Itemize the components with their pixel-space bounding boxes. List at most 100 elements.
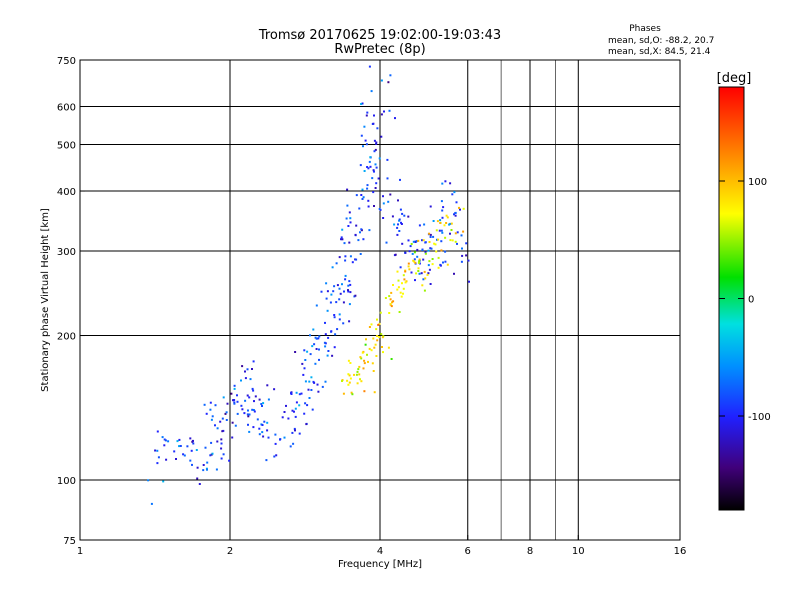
data-point	[294, 351, 297, 353]
data-point	[414, 279, 416, 282]
data-point	[303, 367, 306, 370]
data-point	[293, 427, 296, 430]
data-point	[394, 117, 396, 120]
data-point	[437, 238, 440, 241]
data-point	[252, 360, 255, 363]
data-point	[424, 241, 427, 244]
data-point	[266, 429, 269, 432]
data-point	[261, 405, 263, 407]
data-point	[351, 393, 354, 396]
data-point	[252, 389, 255, 392]
data-point	[295, 401, 298, 404]
data-point	[360, 103, 363, 105]
data-point	[251, 408, 254, 411]
data-point	[247, 409, 249, 412]
data-point	[310, 376, 313, 379]
data-point	[347, 359, 350, 362]
data-point	[163, 438, 166, 441]
data-point	[449, 222, 452, 225]
data-point	[349, 217, 352, 220]
data-point	[246, 413, 249, 416]
data-point	[389, 298, 392, 301]
data-point	[347, 289, 349, 292]
data-point	[241, 365, 244, 368]
data-point	[326, 290, 329, 293]
data-point	[355, 373, 358, 376]
data-point	[330, 293, 333, 296]
data-point	[291, 409, 294, 412]
data-point	[368, 326, 371, 328]
data-point	[418, 272, 421, 275]
data-point	[361, 102, 364, 105]
data-point	[246, 394, 249, 397]
data-point	[389, 193, 392, 196]
data-point	[444, 260, 447, 263]
data-point	[401, 282, 403, 285]
data-point	[361, 188, 364, 191]
data-point	[381, 346, 383, 348]
data-point	[405, 280, 408, 283]
data-point	[258, 427, 261, 430]
data-point	[366, 166, 369, 168]
data-point	[316, 383, 319, 386]
data-point	[391, 301, 393, 304]
data-point	[399, 208, 402, 211]
data-point	[437, 256, 440, 259]
data-point	[243, 412, 246, 415]
data-point	[224, 412, 227, 415]
data-point	[433, 242, 436, 245]
data-point	[454, 214, 457, 217]
data-point	[383, 110, 385, 113]
data-point	[460, 234, 463, 237]
data-point	[386, 177, 389, 180]
data-point	[387, 81, 390, 84]
data-point	[251, 387, 254, 390]
data-point	[303, 349, 306, 352]
data-point	[307, 388, 310, 391]
data-point	[211, 452, 214, 455]
data-point	[261, 424, 264, 426]
data-point	[369, 165, 372, 168]
data-point	[189, 459, 192, 462]
data-point	[283, 411, 286, 413]
data-point	[359, 356, 362, 359]
data-point	[465, 242, 468, 245]
data-point	[147, 479, 150, 482]
data-point	[220, 447, 223, 450]
data-point	[260, 423, 263, 426]
data-point	[418, 224, 421, 227]
data-point	[215, 468, 218, 471]
data-point	[449, 232, 451, 235]
data-point	[244, 377, 247, 380]
data-point	[439, 219, 442, 222]
data-point	[192, 442, 195, 445]
data-point	[372, 169, 375, 172]
data-point	[258, 433, 261, 436]
data-point	[252, 409, 255, 411]
data-point	[377, 177, 380, 180]
data-point	[367, 199, 370, 202]
data-point	[327, 336, 330, 339]
data-point	[247, 415, 250, 418]
data-point	[311, 345, 314, 348]
y-axis-label: Stationary phase Virtual Height [km]	[40, 208, 51, 392]
data-point	[253, 410, 256, 413]
data-point	[421, 249, 424, 251]
data-point	[338, 313, 341, 316]
data-point	[364, 139, 367, 142]
data-point	[366, 353, 368, 356]
data-point	[344, 259, 347, 262]
data-point	[265, 459, 268, 462]
data-point	[344, 278, 347, 281]
data-point	[274, 442, 277, 445]
data-point	[361, 351, 364, 354]
data-point	[157, 456, 160, 459]
data-point	[220, 457, 223, 460]
data-point	[380, 79, 383, 82]
data-point	[211, 415, 214, 418]
data-point	[233, 401, 236, 404]
data-point	[392, 300, 395, 303]
data-point	[233, 387, 236, 390]
data-point	[446, 216, 449, 219]
